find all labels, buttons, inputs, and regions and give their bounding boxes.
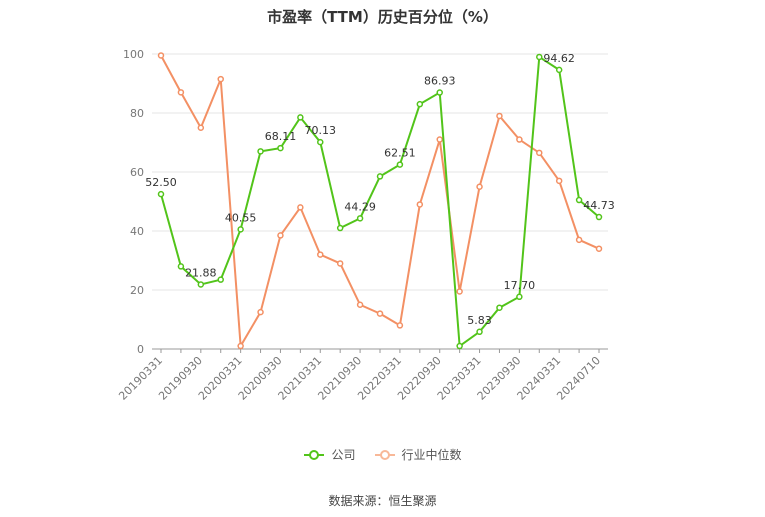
company-data-point [217, 276, 224, 283]
chart-plot: 0204060801002019033120190930202003312020… [116, 48, 615, 403]
y-tick-label: 100 [123, 48, 144, 61]
company-data-point [456, 342, 463, 350]
industry-data-point [277, 232, 284, 239]
company-data-label: 94.62 [543, 52, 575, 65]
industry-data-point [297, 204, 304, 211]
industry-series-line [160, 54, 600, 350]
company-data-label: 86.93 [424, 75, 456, 88]
company-data-label: 70.13 [305, 124, 337, 137]
company-data-label: 44.29 [344, 200, 376, 213]
company-data-point [356, 215, 364, 222]
industry-data-point [356, 301, 364, 308]
company-data-point [336, 224, 344, 232]
data-source: 数据来源：恒生聚源 [328, 494, 437, 508]
company-data-point [237, 226, 244, 233]
industry-data-point [217, 75, 224, 83]
industry-data-point [416, 201, 424, 208]
company-data-point [476, 328, 483, 336]
company-data-point [376, 173, 384, 180]
company-data-label: 5.83 [467, 314, 492, 327]
industry-data-point [476, 183, 483, 190]
company-data-point [317, 138, 324, 146]
industry-data-point [317, 251, 324, 258]
industry-data-point [257, 308, 264, 316]
legend-label-company: 公司 [331, 448, 356, 462]
industry-data-point [336, 260, 344, 267]
company-series-line [160, 55, 600, 348]
company-data-label: 52.50 [145, 176, 177, 189]
industry-data-point [177, 89, 185, 96]
industry-data-point [575, 236, 583, 244]
y-tick-label: 0 [137, 343, 144, 356]
company-data-point [575, 196, 583, 204]
chart-legend: 公司 行业中位数 [0, 446, 765, 463]
company-data-label: 17.70 [504, 279, 536, 292]
company-data-point [177, 263, 185, 270]
company-data-label: 62.51 [384, 147, 416, 160]
legend-item-company[interactable]: 公司 [303, 446, 356, 463]
company-data-label: 40.55 [225, 211, 257, 224]
industry-data-point [396, 322, 404, 329]
industry-data-point [376, 310, 384, 317]
company-data-point [536, 53, 543, 61]
legend-company-swatch-icon [304, 449, 325, 460]
industry-data-point [555, 177, 563, 185]
company-data-point [277, 144, 284, 152]
company-data-point [496, 304, 503, 311]
chart-title: 市盈率（TTM）历史百分位（%） [267, 8, 498, 26]
legend-label-industry: 行业中位数 [401, 448, 462, 462]
legend-item-industry[interactable]: 行业中位数 [374, 446, 462, 463]
company-data-label: 44.73 [583, 199, 615, 212]
industry-data-point [197, 124, 205, 131]
company-data-point [516, 293, 523, 301]
industry-data-point [237, 342, 244, 350]
company-data-label: 68.11 [265, 130, 297, 143]
industry-data-point [496, 112, 503, 120]
industry-data-point [456, 288, 463, 295]
industry-data-point [436, 136, 443, 143]
company-data-point [396, 161, 404, 168]
y-tick-label: 60 [130, 166, 144, 179]
company-data-point [297, 114, 304, 121]
company-data-point [197, 281, 205, 288]
y-tick-label: 80 [130, 107, 144, 120]
x-tick-label: 20240710 [554, 354, 603, 403]
y-tick-label: 20 [130, 284, 144, 297]
y-tick-label: 40 [130, 225, 144, 238]
industry-data-point [595, 245, 603, 252]
industry-data-point [536, 149, 543, 157]
legend-industry-swatch-icon [374, 449, 395, 460]
company-data-point [595, 213, 603, 221]
company-data-point [157, 190, 165, 198]
company-data-point [257, 148, 264, 155]
company-data-point [436, 89, 443, 96]
industry-data-point [516, 136, 523, 143]
company-data-label: 21.88 [185, 266, 217, 279]
company-data-point [555, 66, 563, 74]
company-data-point [416, 100, 424, 108]
industry-data-point [157, 52, 165, 59]
